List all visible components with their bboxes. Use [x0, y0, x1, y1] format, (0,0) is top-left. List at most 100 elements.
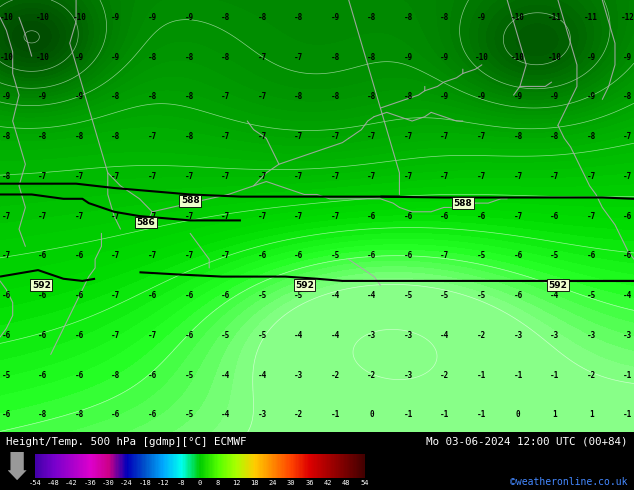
Text: -7: -7	[514, 212, 522, 220]
Text: -3: -3	[404, 370, 413, 380]
Text: -7: -7	[623, 172, 632, 181]
Text: -10: -10	[511, 13, 525, 22]
Text: -9: -9	[477, 13, 486, 22]
Text: -36: -36	[84, 480, 96, 486]
Text: -3: -3	[367, 331, 377, 340]
Text: -8: -8	[184, 92, 194, 101]
Text: -9: -9	[404, 52, 413, 62]
Text: 586: 586	[136, 218, 155, 227]
Text: 12: 12	[232, 480, 240, 486]
Text: -7: -7	[38, 212, 48, 220]
Text: -6: -6	[148, 411, 157, 419]
Text: -9: -9	[112, 52, 120, 62]
Text: -10: -10	[0, 13, 13, 22]
Text: -3: -3	[257, 411, 267, 419]
Text: -8: -8	[331, 92, 340, 101]
Text: -12: -12	[157, 480, 169, 486]
Text: -7: -7	[221, 132, 230, 141]
Text: -6: -6	[367, 251, 377, 260]
Text: -8: -8	[586, 132, 596, 141]
Text: -1: -1	[440, 411, 450, 419]
Text: 42: 42	[324, 480, 332, 486]
Text: -10: -10	[0, 52, 13, 62]
Text: -1: -1	[623, 370, 632, 380]
Text: -7: -7	[148, 251, 157, 260]
Text: -24: -24	[120, 480, 133, 486]
Text: -8: -8	[148, 52, 157, 62]
Text: -7: -7	[112, 251, 120, 260]
Text: -2: -2	[331, 370, 340, 380]
Text: -6: -6	[148, 291, 157, 300]
Text: -6: -6	[148, 370, 157, 380]
Text: -9: -9	[586, 52, 596, 62]
Text: -8: -8	[75, 132, 84, 141]
Text: -8: -8	[257, 13, 267, 22]
Text: -7: -7	[477, 132, 486, 141]
Text: -7: -7	[586, 172, 596, 181]
Text: -8: -8	[367, 52, 377, 62]
Text: -4: -4	[221, 370, 230, 380]
Text: -6: -6	[112, 411, 120, 419]
Text: -4: -4	[221, 411, 230, 419]
Text: -7: -7	[367, 172, 377, 181]
Text: 592: 592	[32, 281, 51, 290]
Text: -1: -1	[623, 411, 632, 419]
Text: -7: -7	[221, 172, 230, 181]
Text: -6: -6	[367, 212, 377, 220]
Text: -7: -7	[38, 172, 48, 181]
Text: 48: 48	[342, 480, 351, 486]
Text: -8: -8	[184, 132, 194, 141]
Text: -3: -3	[514, 331, 522, 340]
Text: -11: -11	[584, 13, 598, 22]
Text: -7: -7	[586, 212, 596, 220]
Text: 1: 1	[552, 411, 557, 419]
Text: -6: -6	[221, 291, 230, 300]
Text: -8: -8	[221, 52, 230, 62]
Text: -7: -7	[112, 212, 120, 220]
Text: -4: -4	[623, 291, 632, 300]
Text: -8: -8	[331, 52, 340, 62]
Text: -6: -6	[2, 291, 11, 300]
Text: -5: -5	[404, 291, 413, 300]
Text: -6: -6	[550, 212, 559, 220]
Text: -5: -5	[184, 411, 194, 419]
Text: -6: -6	[75, 291, 84, 300]
Text: -9: -9	[514, 92, 522, 101]
Text: -5: -5	[221, 331, 230, 340]
Text: -7: -7	[2, 212, 11, 220]
Text: -4: -4	[257, 370, 267, 380]
Text: -8: -8	[2, 132, 11, 141]
Text: -9: -9	[148, 13, 157, 22]
Text: -7: -7	[331, 172, 340, 181]
Text: -4: -4	[550, 291, 559, 300]
Text: -7: -7	[112, 331, 120, 340]
Text: -7: -7	[221, 92, 230, 101]
Text: -5: -5	[440, 291, 450, 300]
Text: -4: -4	[331, 291, 340, 300]
Text: -7: -7	[294, 52, 303, 62]
Text: ©weatheronline.co.uk: ©weatheronline.co.uk	[510, 477, 628, 487]
Text: -7: -7	[184, 172, 194, 181]
Text: -6: -6	[38, 251, 48, 260]
Text: -2: -2	[586, 370, 596, 380]
Text: 8: 8	[216, 480, 220, 486]
Text: -8: -8	[112, 132, 120, 141]
Text: -12: -12	[621, 13, 634, 22]
Text: -5: -5	[550, 251, 559, 260]
Text: -9: -9	[440, 92, 450, 101]
Text: -6: -6	[440, 212, 450, 220]
Text: -5: -5	[257, 291, 267, 300]
Text: -5: -5	[294, 291, 303, 300]
Text: -9: -9	[550, 92, 559, 101]
Text: -8: -8	[221, 13, 230, 22]
Text: 0: 0	[370, 411, 374, 419]
Text: -8: -8	[177, 480, 186, 486]
Text: -10: -10	[511, 52, 525, 62]
Text: 588: 588	[181, 196, 200, 205]
Text: -5: -5	[477, 291, 486, 300]
Text: -10: -10	[36, 13, 50, 22]
Text: -8: -8	[367, 92, 377, 101]
Text: -30: -30	[102, 480, 115, 486]
Text: -6: -6	[404, 212, 413, 220]
Text: -9: -9	[331, 13, 340, 22]
